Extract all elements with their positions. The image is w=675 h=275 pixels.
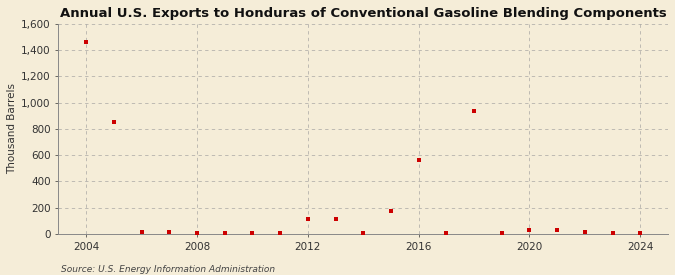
- Text: Source: U.S. Energy Information Administration: Source: U.S. Energy Information Administ…: [61, 265, 275, 274]
- Y-axis label: Thousand Barrels: Thousand Barrels: [7, 83, 17, 174]
- Title: Annual U.S. Exports to Honduras of Conventional Gasoline Blending Components: Annual U.S. Exports to Honduras of Conve…: [60, 7, 667, 20]
